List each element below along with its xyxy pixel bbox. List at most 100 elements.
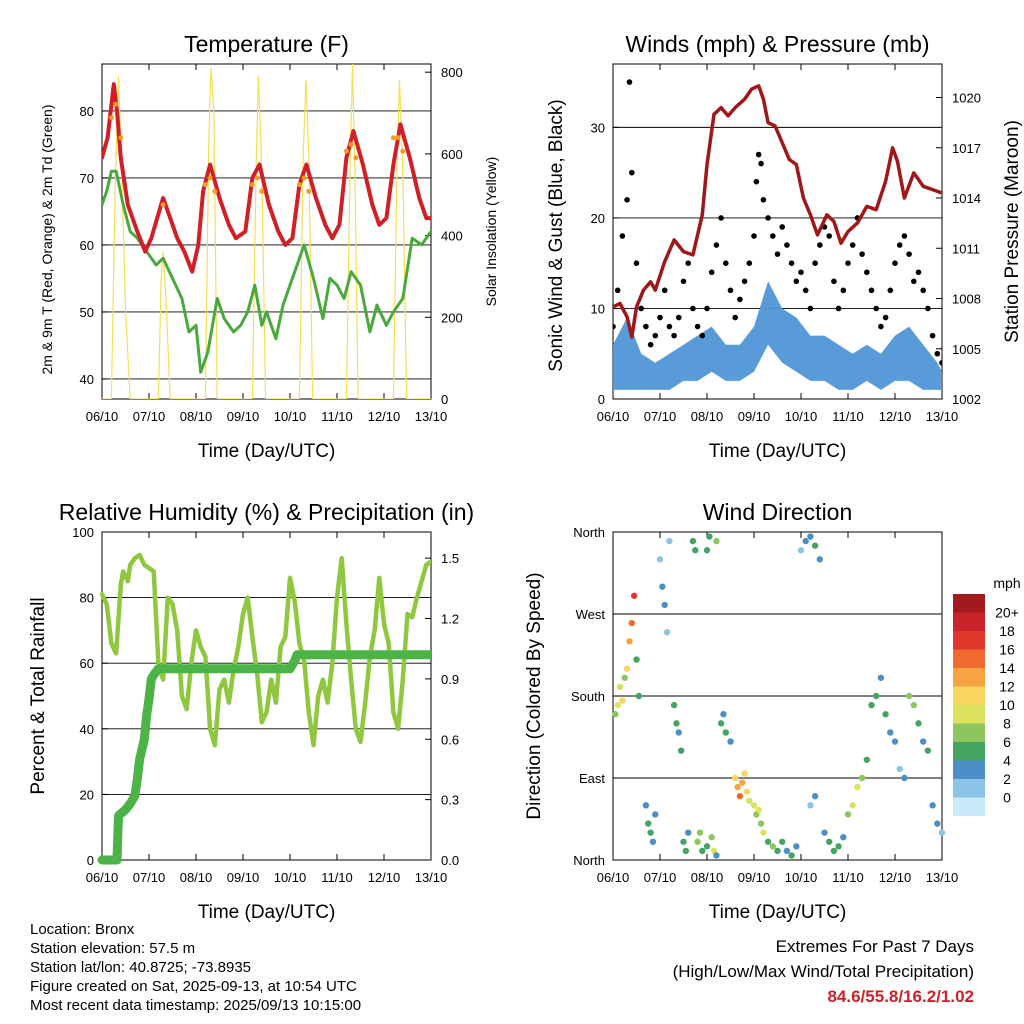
wind-direction-point [868, 701, 875, 709]
wind-gust-point [807, 305, 814, 312]
humidity-xlabel: Time (Day/UTC) [198, 902, 336, 923]
wind-direction-point [896, 765, 903, 773]
wind-gust-point [685, 260, 691, 266]
wind-direction-point [844, 811, 852, 818]
humidity-ylabel: Percent & Total Rainfall [28, 597, 49, 794]
wind-direction-point [694, 838, 701, 845]
wind-direction-point [645, 820, 652, 827]
winds-y2tick-label: 1017 [952, 141, 981, 156]
wind-gust-point [849, 242, 856, 248]
wind-direction-point [685, 829, 692, 836]
wind-gust-point [779, 224, 785, 230]
direction-ytick-label: North [573, 525, 605, 540]
wind-direction-point [887, 729, 894, 736]
wind-gust-point [676, 314, 682, 321]
wind-gust-point [802, 287, 809, 294]
wind-direction-point [769, 843, 776, 850]
wind-gust-point [624, 197, 630, 203]
temperature-xlabel: Time (Day/UTC) [198, 441, 336, 462]
wind-gust-point [770, 233, 776, 239]
legend-label: 4 [1003, 753, 1011, 769]
wind-direction-point [647, 829, 654, 836]
wind-gust-point [939, 359, 942, 366]
wind-direction-point [915, 720, 922, 727]
humidity-xtick-label: 12/10 [368, 870, 401, 885]
humidity-xtick-label: 06/10 [86, 870, 119, 885]
temp-9m-point [390, 135, 396, 141]
wind-direction-point [699, 847, 706, 855]
humidity-y2tick-label: 0.9 [441, 672, 459, 687]
wind-direction-point [739, 779, 746, 786]
wind-gust-point [760, 197, 767, 203]
temp-9m-point [202, 182, 208, 188]
wind-direction-point [736, 793, 744, 800]
wind-direction-point [706, 533, 713, 540]
extremes-box: Extremes For Past 7 Days (High/Low/Max W… [673, 934, 974, 1009]
wind-direction-point [821, 829, 828, 836]
winds-xtick-label: 06/10 [597, 409, 630, 424]
wind-direction-point [811, 542, 819, 549]
wind-direction-point [854, 783, 861, 791]
winds-y2tick-label: 1008 [952, 292, 981, 307]
legend-label: 0 [1003, 790, 1011, 806]
wind-direction-point [774, 847, 781, 855]
wind-direction-point [708, 834, 715, 841]
humidity-y2tick-label: 0.3 [441, 793, 459, 808]
humidity-y2tick-label: 1.5 [441, 551, 459, 566]
wind-direction-point [934, 820, 941, 827]
wind-direction-point [696, 829, 704, 836]
wind-gust-point [633, 260, 640, 266]
winds-ytick-label: 0 [598, 392, 605, 407]
wind-direction-point [807, 802, 814, 809]
wind-gust-point [737, 296, 743, 303]
wind-direction-point [750, 802, 758, 809]
wind-gust-point [840, 287, 847, 294]
temp-9m-point [353, 155, 359, 161]
temp-9m-point [400, 148, 406, 154]
wind-gust-point [868, 287, 875, 294]
temp-9m-point [254, 175, 260, 181]
direction-title: Wind Direction [703, 499, 853, 525]
location-text: Location: Bronx [30, 921, 135, 938]
winds-y2tick-label: 1020 [952, 91, 981, 106]
legend-title: mph [993, 575, 1020, 591]
speed-legend: mph 20+ 18 16 14 12 10 8 6 4 2 0 [953, 575, 1021, 816]
wind-gust-point [892, 260, 898, 266]
legend-swatch [953, 686, 985, 705]
wind-direction-point [670, 701, 678, 709]
temp-9m-point [395, 135, 401, 141]
winds-xlabel: Time (Day/UTC) [709, 441, 847, 462]
wind-gust-point [906, 251, 912, 257]
wind-gust-point [671, 332, 677, 339]
legend-swatch [953, 760, 985, 779]
wind-direction-point [621, 674, 628, 681]
wind-gust-point [915, 269, 922, 276]
wind-direction-point [656, 556, 664, 563]
relative-humidity-line [99, 552, 431, 748]
wind-gust-point [901, 233, 908, 239]
wind-gust-point [680, 278, 687, 285]
wind-gust-point [661, 287, 668, 294]
wind-gust-point [812, 260, 818, 266]
wind-direction-point [757, 820, 765, 827]
recent-text: Most recent data timestamp: 2025/09/13 1… [30, 997, 362, 1014]
temp-9m-point [306, 188, 312, 194]
humidity-plot-area [97, 552, 431, 865]
temperature-y2tick-label: 400 [441, 229, 463, 244]
wind-gust-point [878, 323, 884, 330]
legend-label: 2 [1003, 771, 1011, 787]
legend-label: 20+ [995, 605, 1019, 621]
temp-9m-point [343, 148, 349, 154]
temperature-y2tick-label: 0 [441, 392, 448, 407]
wind-direction-point [807, 533, 814, 540]
direction-xlabel: Time (Day/UTC) [709, 902, 847, 923]
temp-9m-point [259, 188, 265, 194]
winds-panel: Winds (mph) & Pressure (mb) Time (Day/UTC… [546, 31, 1023, 462]
wind-direction-point [633, 656, 640, 663]
extremes-title: Extremes For Past 7 Days [775, 937, 974, 956]
wind-direction-point [675, 729, 682, 736]
legend-label: 18 [999, 623, 1015, 639]
temp-9m-point [118, 135, 124, 141]
wind-gust-point [929, 332, 936, 339]
